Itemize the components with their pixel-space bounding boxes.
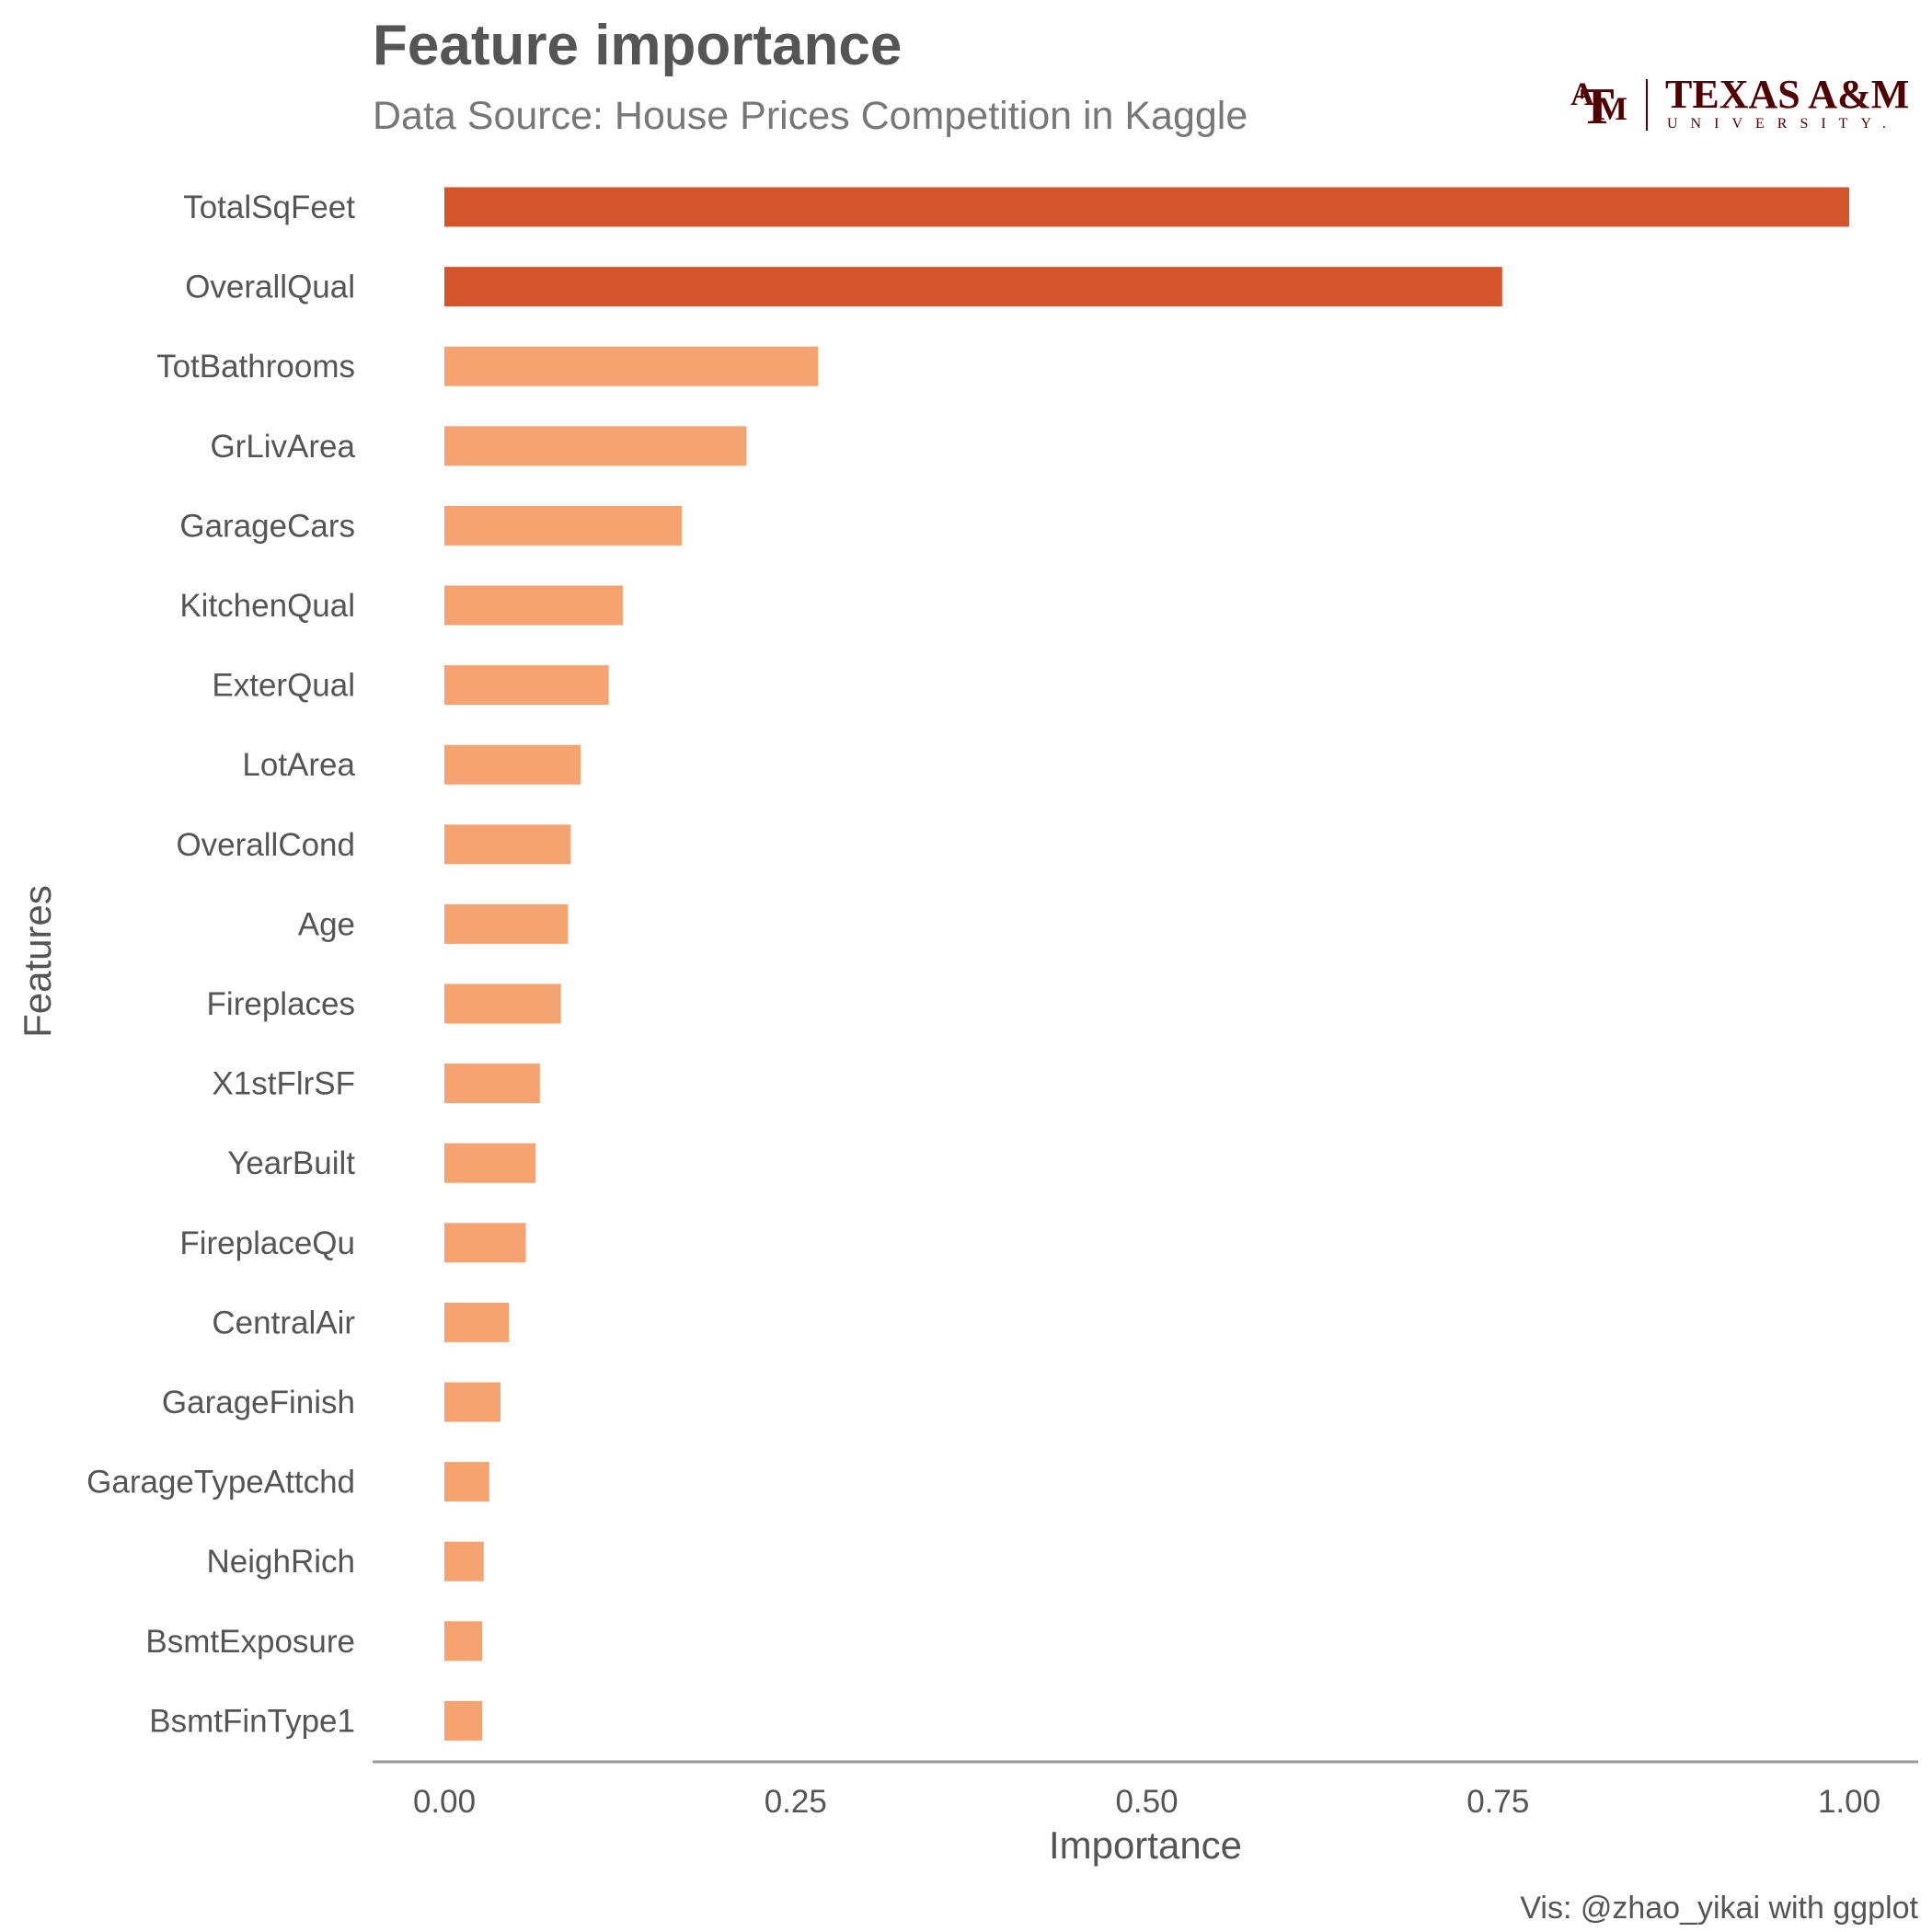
bar-TotalSqFeet (444, 187, 1849, 227)
logo-wordmark: TEXAS A&M (1665, 72, 1909, 117)
bar-BsmtFinType1 (444, 1700, 483, 1741)
bar-KitchenQual (444, 585, 623, 626)
bar-CentralAir (444, 1302, 510, 1342)
bar-Age (444, 903, 569, 944)
y-tick-label-GrLivArea: GrLivArea (210, 429, 355, 465)
x-tick-label-0: 0.00 (413, 1784, 476, 1820)
svg-text:A: A (1570, 75, 1594, 112)
y-tick-label-Age: Age (298, 906, 355, 942)
x-tick-label-3: 0.75 (1466, 1784, 1529, 1820)
y-tick-label-FireplaceQu: FireplaceQu (179, 1225, 355, 1261)
x-tick-label-4: 1.00 (1818, 1784, 1880, 1820)
x-tick-label-2: 0.50 (1115, 1784, 1178, 1820)
y-tick-labels: TotalSqFeet OverallQual TotBathrooms GrLivA… (86, 190, 355, 1739)
y-tick-label-LotArea: LotArea (242, 747, 355, 783)
bar-OverallQual (444, 267, 1502, 307)
bars-group (444, 187, 1849, 1741)
y-tick-label-Fireplaces: Fireplaces (207, 986, 355, 1022)
chart-caption: Vis: @zhao_yikai with ggplot (1520, 1891, 1918, 1926)
x-axis-title: Importance (1049, 1823, 1242, 1867)
svg-text:M: M (1596, 90, 1627, 127)
bar-NeighRich (444, 1541, 484, 1581)
y-tick-label-YearBuilt: YearBuilt (227, 1145, 355, 1181)
y-tick-label-GarageTypeAttchd: GarageTypeAttchd (86, 1465, 355, 1501)
y-tick-label-OverallQual: OverallQual (185, 270, 355, 305)
y-tick-label-ExterQual: ExterQual (212, 668, 355, 704)
y-tick-label-GarageFinish: GarageFinish (162, 1385, 355, 1420)
y-tick-label-CentralAir: CentralAir (212, 1305, 355, 1340)
y-tick-label-BsmtFinType1: BsmtFinType1 (149, 1703, 355, 1739)
y-axis-title: Features (16, 885, 59, 1038)
bar-GarageCars (444, 505, 683, 546)
y-tick-label-X1stFlrSF: X1stFlrSF (212, 1066, 355, 1102)
y-tick-label-OverallCond: OverallCond (176, 827, 355, 863)
bar-GrLivArea (444, 426, 747, 466)
y-tick-label-KitchenQual: KitchenQual (179, 588, 355, 624)
bar-OverallCond (444, 824, 571, 865)
x-tick-labels: 0.00 0.25 0.50 0.75 1.00 (413, 1784, 1880, 1820)
bar-YearBuilt (444, 1143, 536, 1183)
bar-FireplaceQu (444, 1223, 526, 1263)
logo-subtext: UNIVERSITY. (1667, 116, 1899, 132)
atm-logo-mark-icon: A T M (1570, 75, 1627, 135)
bar-GarageFinish (444, 1382, 501, 1422)
y-tick-label-GarageCars: GarageCars (179, 508, 355, 544)
chart-title: Feature importance (373, 14, 902, 77)
svg-text:T: T (1580, 78, 1614, 135)
bar-Fireplaces (444, 983, 561, 1024)
y-tick-label-NeighRich: NeighRich (207, 1544, 355, 1580)
texas-am-logo: A T M TEXAS A&M UNIVERSITY. (1570, 72, 1909, 135)
bar-BsmtExposure (444, 1621, 483, 1662)
bar-ExterQual (444, 665, 609, 706)
y-tick-label-BsmtExposure: BsmtExposure (145, 1624, 355, 1660)
bar-TotBathrooms (444, 346, 819, 386)
bar-GarageTypeAttchd (444, 1462, 489, 1502)
y-tick-label-TotalSqFeet: TotalSqFeet (183, 190, 355, 225)
y-tick-label-TotBathrooms: TotBathrooms (156, 349, 355, 385)
bar-LotArea (444, 744, 581, 785)
chart-subtitle: Data Source: House Prices Competition in… (373, 94, 1248, 138)
bar-X1stFlrSF (444, 1064, 540, 1104)
x-tick-label-1: 0.25 (765, 1784, 827, 1820)
